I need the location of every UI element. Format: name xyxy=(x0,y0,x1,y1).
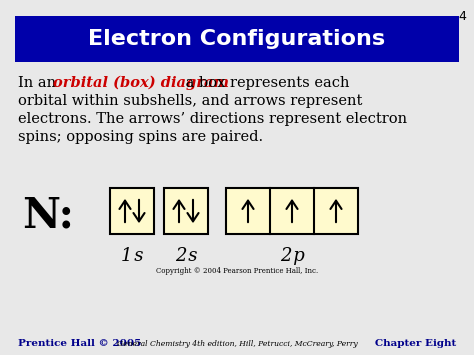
Text: orbital within subshells, and arrows represent: orbital within subshells, and arrows rep… xyxy=(18,94,363,108)
Text: a box represents each: a box represents each xyxy=(181,76,349,90)
Text: orbital (box) diagram: orbital (box) diagram xyxy=(53,76,229,91)
Text: General Chemistry 4th edition, Hill, Petrucci, McCreary, Perry: General Chemistry 4th edition, Hill, Pet… xyxy=(117,340,357,348)
Bar xyxy=(110,188,154,234)
Text: Chapter Eight: Chapter Eight xyxy=(375,339,456,348)
Text: Electron Configurations: Electron Configurations xyxy=(89,29,385,49)
Text: 1 s: 1 s xyxy=(121,247,143,265)
Text: In an: In an xyxy=(18,76,61,90)
Text: 2 p: 2 p xyxy=(280,247,304,265)
Text: 2 s: 2 s xyxy=(175,247,197,265)
Bar xyxy=(164,188,208,234)
Text: Prentice Hall © 2005: Prentice Hall © 2005 xyxy=(18,339,141,348)
Text: electrons. The arrows’ directions represent electron: electrons. The arrows’ directions repres… xyxy=(18,112,407,126)
Text: N:: N: xyxy=(22,194,74,236)
Text: 4: 4 xyxy=(458,10,466,23)
Text: spins; opposing spins are paired.: spins; opposing spins are paired. xyxy=(18,130,263,144)
Bar xyxy=(226,188,358,234)
Text: Copyright © 2004 Pearson Prentice Hall, Inc.: Copyright © 2004 Pearson Prentice Hall, … xyxy=(156,267,318,275)
Bar xyxy=(15,16,459,62)
